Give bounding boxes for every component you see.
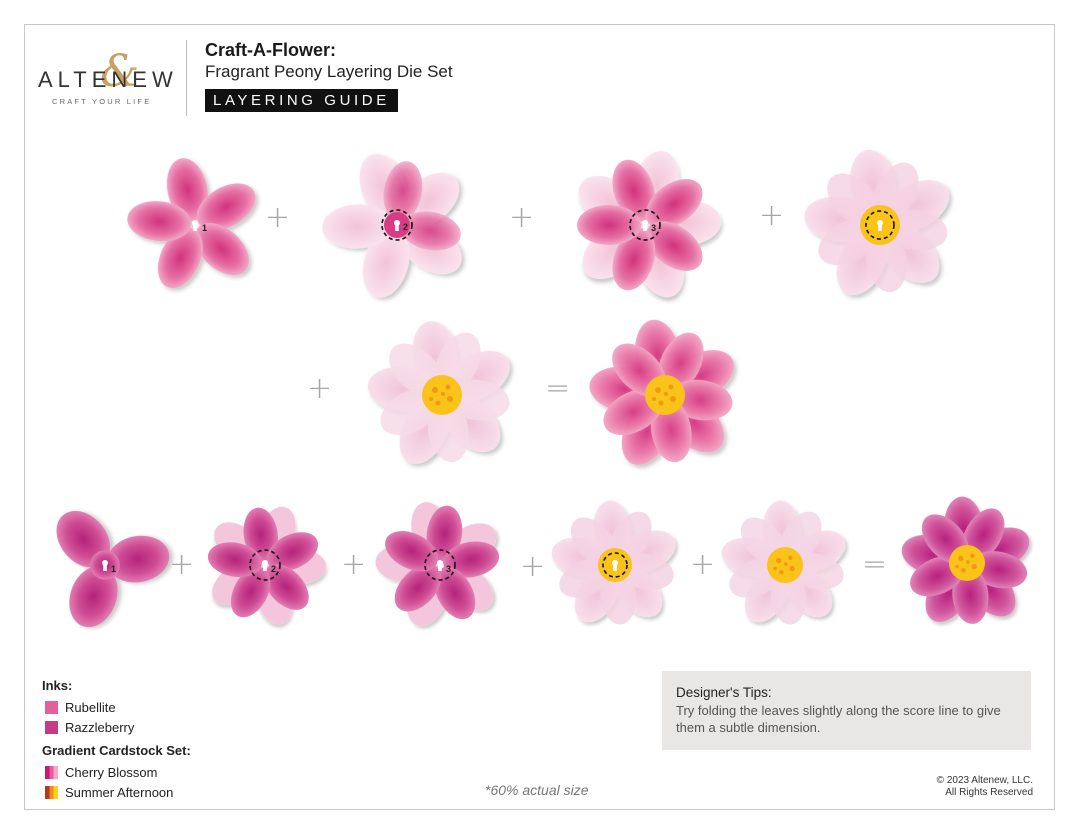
finished-flower-magenta [881, 478, 1053, 647]
svg-text:1: 1 [202, 223, 207, 233]
stamen-icon [645, 375, 685, 415]
copyright-line: © 2023 Altenew, LLC. [936, 775, 1033, 786]
designer-tips-box: Designer's Tips: Try folding the leaves … [662, 671, 1031, 750]
svg-text:2: 2 [403, 222, 408, 232]
layer-4-stamen-flower [787, 132, 974, 317]
equals-operator: = [545, 371, 571, 406]
page-subtitle: Fragrant Peony Layering Die Set [205, 62, 453, 81]
cardstock-item-summer-afternoon: Summer Afternoon [45, 782, 191, 802]
tips-heading: Designer's Tips: [676, 685, 772, 700]
svg-text:3: 3 [446, 564, 451, 574]
layer-1-flower-dark: 1 [11, 471, 191, 649]
page-border [24, 24, 1055, 810]
ampersand-mark-icon: & [100, 46, 140, 97]
logo-wordmark: ALTENEW [38, 67, 178, 92]
swatch-icon [45, 720, 58, 734]
equals-operator: = [862, 547, 888, 582]
plus-operator: + [265, 200, 291, 235]
layering-guide-badge: LAYERING GUIDE [205, 89, 398, 112]
rights-line: All Rights Reserved [945, 787, 1033, 798]
cardstock-label: Summer Afternoon [65, 784, 174, 800]
ink-item-razzleberry: Razzleberry [45, 717, 191, 737]
layer-1-flower: 1 [111, 143, 279, 306]
altenew-logo: & ALTENEW CRAFT YOUR LIFE [38, 50, 173, 115]
swatch-icon [45, 700, 58, 714]
cardstock-heading: Gradient Cardstock Set: [42, 743, 191, 758]
plus-operator: + [759, 198, 785, 233]
layer-4-stamen-flower-row3 [531, 482, 699, 648]
materials-legend: Inks: Rubellite Razzleberry Gradient Car… [42, 678, 191, 802]
plus-operator: + [690, 547, 716, 582]
copyright: © 2023 Altenew, LLC. All Rights Reserved [937, 775, 1033, 799]
inks-heading: Inks: [42, 678, 73, 693]
plus-operator: + [520, 549, 546, 584]
ink-item-rubellite: Rubellite [45, 697, 191, 717]
svg-text:3: 3 [651, 223, 656, 233]
gradient-swatch-icon [45, 785, 58, 799]
layer-3-flower-dark: 3 [358, 485, 522, 644]
tips-text: Try folding the leaves slightly along th… [676, 703, 1001, 735]
svg-text:2: 2 [271, 564, 276, 574]
gradient-swatch-icon [45, 765, 58, 779]
plus-operator: + [307, 371, 333, 406]
ink-label: Rubellite [65, 699, 116, 715]
plus-operator: + [509, 200, 535, 235]
logo-tagline: CRAFT YOUR LIFE [52, 97, 152, 106]
cardstock-item-cherry-blossom: Cherry Blossom [45, 762, 191, 782]
plus-operator: + [169, 547, 195, 582]
plus-operator: + [341, 547, 367, 582]
cardstock-label: Cherry Blossom [65, 764, 158, 780]
ink-label: Razzleberry [65, 719, 135, 735]
layer-2-flower: 2 [298, 128, 496, 321]
header-divider [186, 40, 187, 116]
stamen-icon [422, 375, 462, 415]
layer-5-stamen-top-flower [349, 302, 536, 487]
layer-3-flower: 3 [548, 130, 742, 318]
page-title: Craft-A-Flower: [205, 40, 336, 60]
stamen-icon [949, 545, 985, 581]
finished-flower-pink [572, 302, 759, 487]
stamen-icon [767, 547, 803, 583]
svg-text:1: 1 [111, 564, 116, 574]
scale-note: *60% actual size [485, 782, 589, 798]
layer-5-stamen-top-flower-row3 [701, 482, 869, 648]
layer-2-flower-dark: 2 [184, 485, 346, 644]
